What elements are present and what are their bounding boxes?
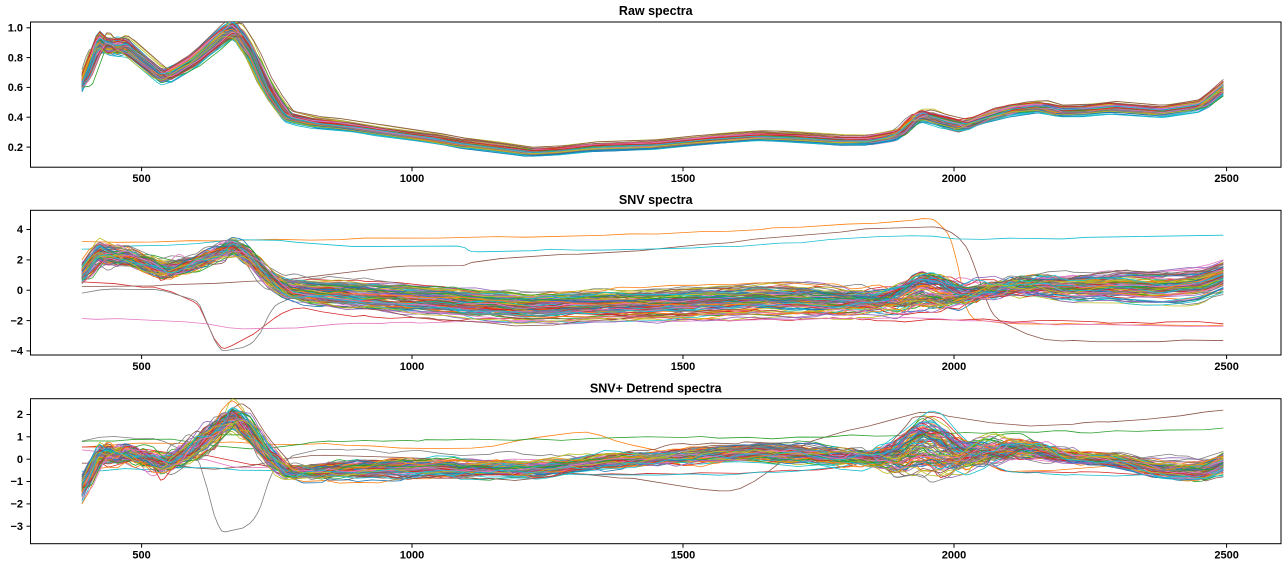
- svg-text:0.4: 0.4: [8, 112, 24, 124]
- svg-text:1500: 1500: [671, 550, 695, 562]
- svg-text:1500: 1500: [671, 173, 695, 185]
- svg-text:2000: 2000: [942, 173, 966, 185]
- svg-text:−2: −2: [10, 315, 23, 327]
- svg-text:0: 0: [17, 454, 23, 466]
- svg-text:1.0: 1.0: [8, 23, 23, 35]
- svg-text:2500: 2500: [1214, 550, 1238, 562]
- svg-text:1000: 1000: [400, 361, 424, 373]
- svg-text:500: 500: [132, 173, 150, 185]
- svg-text:2: 2: [17, 409, 23, 421]
- svg-text:1: 1: [17, 432, 23, 444]
- svg-text:0.2: 0.2: [8, 142, 23, 154]
- svg-text:0.6: 0.6: [8, 82, 23, 94]
- svg-text:1000: 1000: [400, 550, 424, 562]
- svg-text:SNV+ Detrend spectra: SNV+ Detrend spectra: [590, 382, 723, 396]
- svg-text:−2: −2: [10, 499, 23, 511]
- svg-text:2000: 2000: [942, 361, 966, 373]
- svg-text:−3: −3: [10, 521, 23, 533]
- svg-text:−1: −1: [10, 476, 23, 488]
- svg-text:1000: 1000: [400, 173, 424, 185]
- svg-text:500: 500: [132, 361, 150, 373]
- svg-text:2000: 2000: [942, 550, 966, 562]
- svg-text:Raw spectra: Raw spectra: [619, 4, 694, 18]
- svg-text:0.8: 0.8: [8, 52, 23, 64]
- svg-text:2500: 2500: [1214, 173, 1238, 185]
- svg-text:SNV spectra: SNV spectra: [619, 193, 694, 207]
- svg-text:2500: 2500: [1214, 361, 1238, 373]
- svg-text:2: 2: [17, 255, 23, 267]
- svg-text:0: 0: [17, 285, 23, 297]
- svg-text:−4: −4: [10, 346, 23, 358]
- svg-text:1500: 1500: [671, 361, 695, 373]
- svg-text:4: 4: [17, 224, 24, 236]
- svg-text:500: 500: [132, 550, 150, 562]
